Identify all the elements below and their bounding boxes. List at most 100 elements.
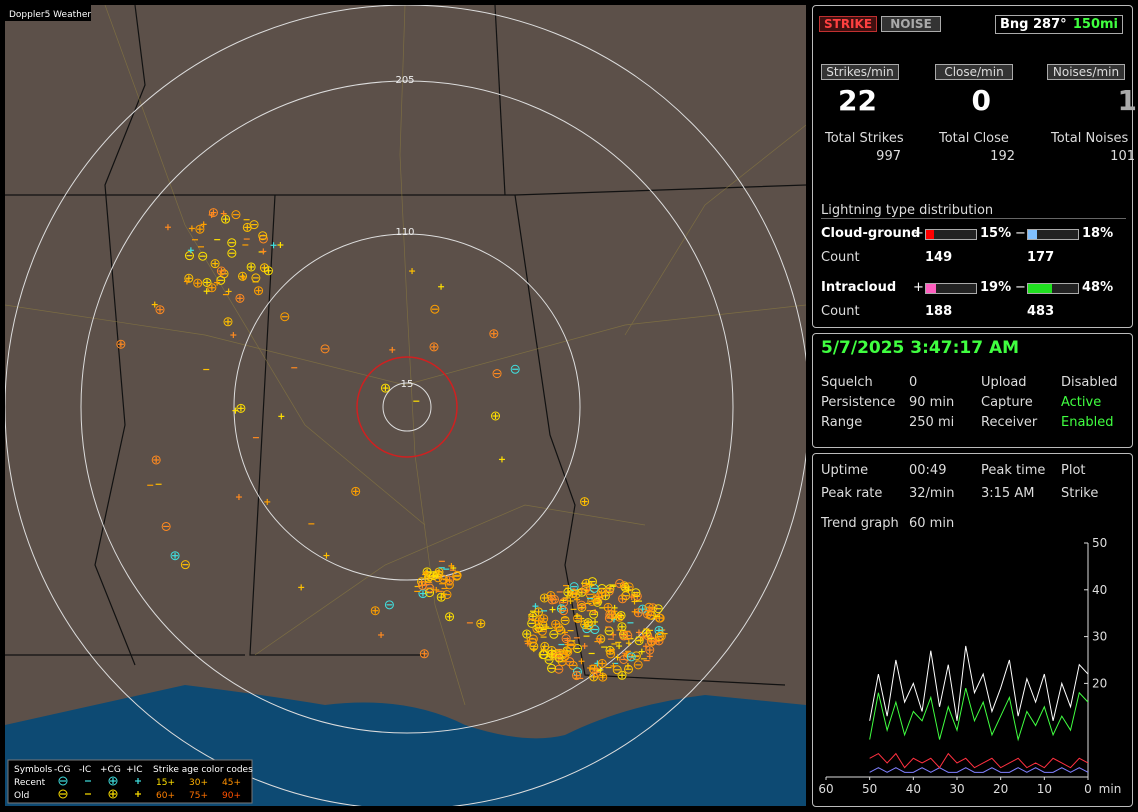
- strike-symbol: [522, 629, 532, 639]
- strike-symbol: [423, 573, 433, 583]
- strike-symbol: [108, 789, 118, 799]
- strike-symbol: [554, 664, 564, 674]
- strike-symbol: [221, 214, 231, 224]
- strike-button[interactable]: STRIKE: [819, 16, 877, 32]
- strike-symbol: [58, 789, 68, 799]
- count-label: Count: [821, 250, 860, 265]
- stat: Strike: [1061, 486, 1099, 501]
- strike-symbol: [161, 521, 171, 531]
- strike-symbol: [452, 570, 462, 580]
- stat: Peak rate: [821, 486, 883, 501]
- strike-symbol: [580, 497, 590, 507]
- pct-bar: [926, 284, 936, 293]
- strike-symbol: [180, 560, 190, 570]
- strike-symbol: [592, 597, 602, 607]
- strike-symbol: [419, 649, 429, 659]
- strike-symbol: [533, 616, 543, 626]
- dist-title: Lightning type distribution: [821, 203, 1126, 219]
- total-label: Total Strikes: [825, 131, 904, 146]
- setting: Active: [1061, 395, 1102, 410]
- strike-symbol: [258, 231, 268, 241]
- ring-label: 110: [395, 227, 414, 238]
- pct-bar: [1028, 230, 1037, 239]
- y-tick-label: 20: [1092, 676, 1107, 690]
- strike-symbol: [606, 649, 616, 659]
- strike-symbol: [429, 342, 439, 352]
- stat: 32/min: [909, 486, 955, 501]
- setting: Squelch: [821, 375, 873, 390]
- strike-symbol: [561, 634, 571, 644]
- strike-symbol: [653, 604, 663, 614]
- setting: Upload: [981, 375, 1027, 390]
- trend-line: [869, 645, 1089, 721]
- rate-value: 0: [971, 84, 991, 117]
- strike-symbol: [223, 317, 233, 327]
- strike-symbol: [633, 660, 643, 670]
- map: 15 110 205 Doppler5 Weather Symbols -CG …: [5, 5, 806, 806]
- strike-symbol: [619, 581, 629, 591]
- strike-symbol: [489, 329, 499, 339]
- status-panel: 5/7/2025 3:47:17 AM Squelch 0 Upload Disabl…: [812, 333, 1133, 448]
- rate-button[interactable]: Strikes/min: [821, 64, 899, 80]
- pct-bar: [926, 230, 934, 239]
- pct-label: 19%: [980, 280, 1012, 295]
- range: 150mi: [1072, 17, 1118, 32]
- noise-button[interactable]: NOISE: [881, 16, 941, 32]
- strike-symbol: [198, 251, 208, 261]
- strike-symbol: [549, 629, 559, 639]
- x-tick-label: 20: [993, 782, 1008, 796]
- strike-symbol: [584, 620, 594, 630]
- age-code: 60+: [156, 791, 175, 801]
- age-code: 45+: [222, 778, 241, 788]
- strike-symbol: [251, 273, 261, 283]
- strike-symbol: [193, 278, 203, 288]
- rate-value: 22: [838, 84, 877, 117]
- rate-value: 1: [1117, 84, 1137, 117]
- strike-symbol: [646, 636, 656, 646]
- strike-symbol: [235, 293, 245, 303]
- strike-symbol: [591, 595, 601, 605]
- strike-symbol: [576, 600, 586, 610]
- setting: 250 mi: [909, 415, 955, 430]
- strike-symbol: [596, 588, 606, 598]
- sign: −: [1015, 226, 1026, 241]
- strike-symbol: [612, 665, 622, 675]
- pct-label: 18%: [1082, 226, 1114, 241]
- strike-symbol: [219, 269, 229, 279]
- strike-symbol: [170, 551, 180, 561]
- setting: Persistence: [821, 395, 896, 410]
- legend-col: +CG: [100, 765, 121, 775]
- setting: Capture: [981, 395, 1033, 410]
- strike-symbol: [380, 383, 390, 393]
- strike-symbol: [442, 590, 452, 600]
- legend-label: Strike age color codes: [153, 765, 253, 775]
- total-label: Total Noises: [1051, 131, 1129, 146]
- legend-col: -CG: [54, 765, 71, 775]
- strike-symbol: [425, 583, 435, 593]
- strike-symbol: [263, 266, 273, 276]
- strike-symbol: [559, 606, 569, 616]
- strike-symbol: [562, 646, 572, 656]
- x-tick-label: 0: [1084, 782, 1092, 796]
- x-axis-label: min: [1099, 782, 1122, 796]
- strike-symbol: [563, 587, 573, 597]
- type-name: Intracloud: [821, 280, 897, 295]
- stat: Peak time: [981, 463, 1046, 478]
- strike-symbol: [246, 262, 256, 272]
- sign: +: [913, 280, 924, 295]
- setting: 90 min: [909, 395, 955, 410]
- strike-symbol: [589, 609, 599, 619]
- ring-label: 15: [401, 379, 414, 390]
- rate-button[interactable]: Noises/min: [1047, 64, 1125, 80]
- legend-col: +IC: [126, 765, 142, 775]
- strike-symbol: [554, 653, 564, 663]
- strike-symbol: [444, 580, 454, 590]
- strike-symbol: [202, 277, 212, 287]
- trend-graph: 20 30 40 50 60 50 40 30 20 10 0 min: [818, 536, 1122, 796]
- rate-button[interactable]: Close/min: [935, 64, 1013, 80]
- strike-symbol: [568, 660, 578, 670]
- pct-track: [925, 283, 977, 294]
- y-tick-label: 50: [1092, 536, 1107, 550]
- strike-symbol: [236, 403, 246, 413]
